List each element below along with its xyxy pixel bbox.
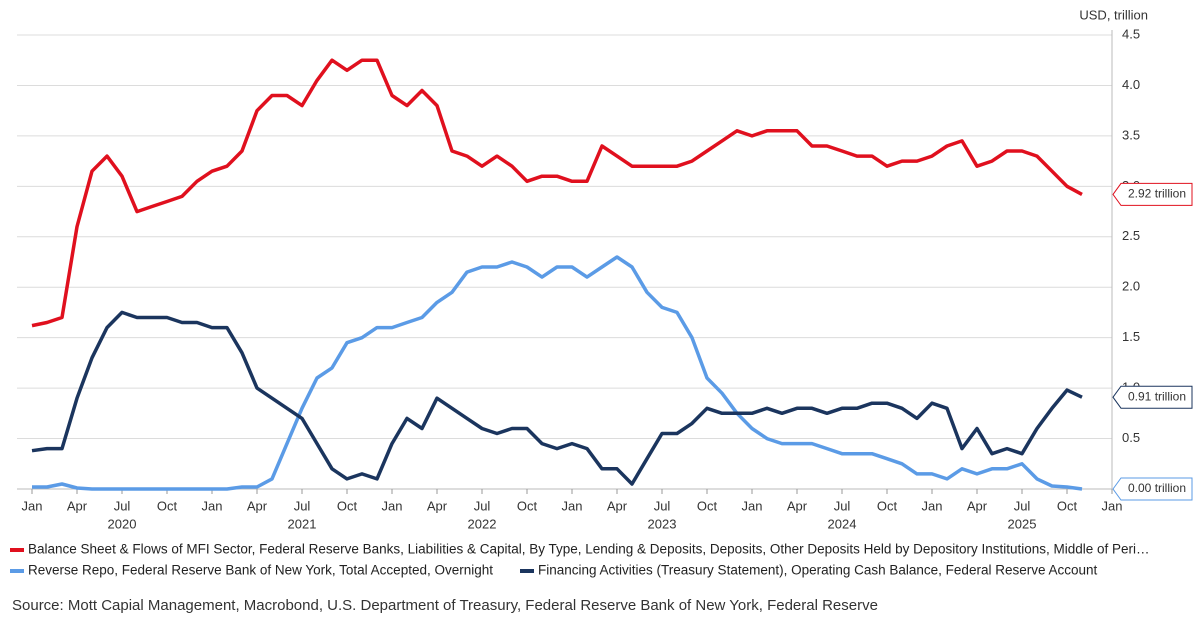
callout-label: 0.00 trillion bbox=[1128, 481, 1186, 495]
x-tick-label: Oct bbox=[877, 498, 898, 513]
x-tick-label: Jul bbox=[114, 498, 131, 513]
x-tick-label: Apr bbox=[787, 498, 808, 513]
year-label: 2021 bbox=[288, 516, 317, 531]
x-tick-label: Jul bbox=[294, 498, 311, 513]
x-tick-label: Jan bbox=[742, 498, 763, 513]
series-line bbox=[31, 310, 1083, 486]
legend-label: Reverse Repo, Federal Reserve Bank of Ne… bbox=[28, 563, 493, 578]
x-tick-label: Oct bbox=[1057, 498, 1078, 513]
callout-label: 2.92 trillion bbox=[1128, 187, 1186, 201]
series-line bbox=[31, 58, 1083, 328]
end-callout: 2.92 trillion bbox=[1112, 182, 1193, 206]
y-tick-label: 3.5 bbox=[1122, 127, 1140, 142]
callout-box bbox=[1112, 385, 1193, 409]
x-tick-label: Jan bbox=[202, 498, 223, 513]
x-tick-label: Apr bbox=[967, 498, 988, 513]
y-tick-label: 4.0 bbox=[1122, 77, 1140, 92]
y-tick-label: 1.5 bbox=[1122, 329, 1140, 344]
x-tick-label: Apr bbox=[427, 498, 448, 513]
x-tick-label: Jul bbox=[654, 498, 671, 513]
series-line bbox=[32, 255, 1083, 491]
x-tick-label: Jul bbox=[474, 498, 491, 513]
year-label: 2020 bbox=[108, 516, 137, 531]
x-tick-label: Jan bbox=[922, 498, 943, 513]
end-callout: 0.00 trillion bbox=[1112, 477, 1193, 501]
x-tick-label: Jan bbox=[382, 498, 403, 513]
axis-label: USD, trillion bbox=[1079, 7, 1148, 22]
callout-box bbox=[1112, 477, 1193, 501]
x-tick-label: Apr bbox=[247, 498, 268, 513]
x-tick-label: Jan bbox=[22, 498, 43, 513]
year-label: 2025 bbox=[1008, 516, 1037, 531]
x-tick-label: Oct bbox=[697, 498, 718, 513]
x-tick-label: Jul bbox=[834, 498, 851, 513]
y-tick-label: 2.0 bbox=[1122, 279, 1140, 294]
x-tick-label: Apr bbox=[67, 498, 88, 513]
y-tick-label: 4.5 bbox=[1122, 26, 1140, 41]
x-tick-label: Oct bbox=[157, 498, 178, 513]
year-label: 2024 bbox=[828, 516, 857, 531]
legend-label: Balance Sheet & Flows of MFI Sector, Fed… bbox=[28, 542, 1150, 557]
legend-label: Financing Activities (Treasury Statement… bbox=[538, 563, 1098, 578]
end-callout: 0.91 trillion bbox=[1112, 385, 1193, 409]
x-tick-label: Oct bbox=[337, 498, 358, 513]
y-tick-label: 0.5 bbox=[1122, 430, 1140, 445]
x-tick-label: Jul bbox=[1014, 498, 1031, 513]
x-tick-label: Oct bbox=[517, 498, 538, 513]
year-label: 2022 bbox=[468, 516, 497, 531]
x-tick-label: Jan bbox=[1102, 498, 1123, 513]
source: Source: Mott Capial Management, Macrobon… bbox=[12, 597, 878, 614]
callout-box bbox=[1112, 182, 1193, 206]
callout-label: 0.91 trillion bbox=[1128, 389, 1186, 403]
year-label: 2023 bbox=[648, 516, 677, 531]
y-tick-label: 2.5 bbox=[1122, 228, 1140, 243]
x-tick-label: Jan bbox=[562, 498, 583, 513]
x-tick-label: Apr bbox=[607, 498, 628, 513]
